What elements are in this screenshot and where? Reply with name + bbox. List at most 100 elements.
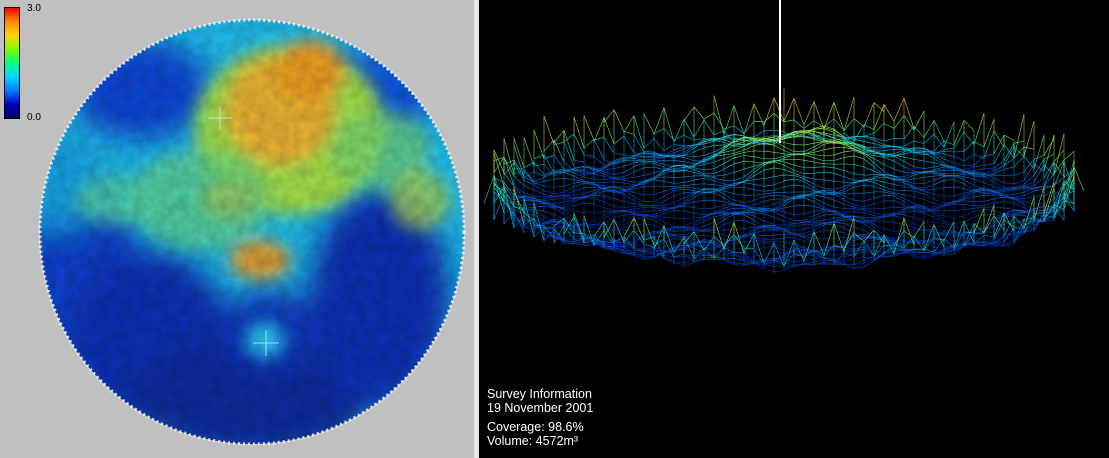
mesh-line <box>633 115 645 149</box>
mesh-line <box>573 166 585 169</box>
mesh-line <box>733 203 745 206</box>
mesh-line <box>723 197 735 205</box>
mesh-line <box>1003 158 1015 167</box>
mesh-line <box>633 152 645 157</box>
mesh-line <box>703 112 715 120</box>
mesh-line <box>543 172 555 178</box>
mesh-line <box>613 181 625 184</box>
mesh-line <box>683 253 695 262</box>
mesh-line <box>773 194 785 197</box>
mesh-line <box>533 163 545 167</box>
mesh-line <box>963 170 975 172</box>
mesh-line <box>733 155 745 159</box>
mesh-line <box>833 132 845 139</box>
mesh-line <box>793 243 805 248</box>
mesh-line <box>773 208 785 213</box>
mesh-line <box>553 226 565 229</box>
mesh-line <box>943 203 955 207</box>
mesh-line <box>823 191 835 195</box>
mesh-line <box>843 176 855 181</box>
mesh-line <box>793 220 805 222</box>
mesh-line <box>1013 197 1025 202</box>
mesh-line <box>963 223 975 247</box>
mesh-line <box>603 245 615 248</box>
mesh-line <box>773 202 785 210</box>
mesh-line <box>973 189 985 191</box>
mesh-line <box>673 170 685 173</box>
mesh-line <box>693 178 705 181</box>
mesh-line <box>683 232 695 235</box>
mesh-line <box>913 150 925 153</box>
mesh-line <box>553 202 565 204</box>
mesh-line <box>603 117 615 145</box>
mesh-line <box>743 200 755 203</box>
mesh-line <box>493 157 505 173</box>
mesh-line <box>833 213 845 217</box>
mesh-line <box>693 244 705 246</box>
mesh-line <box>923 207 935 214</box>
mesh-line <box>693 187 705 190</box>
mesh-line <box>773 237 785 240</box>
mesh-line <box>853 146 865 150</box>
mesh-line <box>903 218 915 225</box>
mesh-line <box>503 211 515 225</box>
mesh-line <box>653 238 665 244</box>
mesh-line <box>923 212 935 218</box>
mesh-line <box>973 227 985 231</box>
mesh-line <box>1023 196 1035 229</box>
mesh-line <box>953 221 965 224</box>
mesh-line <box>953 245 965 255</box>
mesh-line <box>903 147 915 153</box>
mesh-line <box>913 151 925 154</box>
mesh-line <box>953 156 965 161</box>
mesh-line <box>743 262 755 266</box>
mesh-line <box>713 174 725 177</box>
mesh-line <box>893 160 905 167</box>
mesh-line <box>863 166 875 172</box>
mesh-line <box>763 184 775 187</box>
mesh-line <box>603 210 615 213</box>
mesh-line <box>803 249 815 254</box>
mesh-line <box>933 175 945 177</box>
mesh-line <box>883 164 895 170</box>
mesh-line <box>913 253 925 257</box>
mesh-line <box>773 242 785 267</box>
mesh-line <box>813 137 825 141</box>
mesh-line <box>643 162 655 164</box>
mesh-line <box>603 164 615 166</box>
mesh-line <box>823 259 835 262</box>
mesh-line <box>993 134 1005 155</box>
mesh-line <box>593 167 605 173</box>
mesh-line <box>613 248 625 253</box>
mesh-line <box>873 139 885 145</box>
mesh-line <box>833 219 845 223</box>
mesh-line <box>563 235 575 238</box>
mesh-line <box>663 244 675 248</box>
mesh-line <box>653 170 665 173</box>
mesh-line <box>903 140 915 147</box>
mesh-line <box>573 237 585 240</box>
mesh-line <box>573 216 585 244</box>
mesh-line <box>893 154 905 158</box>
mesh-line <box>753 248 765 265</box>
mesh-line <box>813 237 825 240</box>
mesh-line <box>913 207 925 210</box>
mesh-line <box>683 151 695 156</box>
mesh-line <box>563 242 575 245</box>
mesh-line <box>803 194 815 198</box>
mesh-line <box>873 253 885 261</box>
mesh-line <box>743 160 755 163</box>
mesh-line <box>553 221 565 225</box>
mesh-line <box>713 112 725 130</box>
mesh-line <box>823 196 835 201</box>
mesh-line <box>963 120 975 131</box>
mesh-line <box>823 262 835 265</box>
mesh-line <box>843 182 855 190</box>
mesh-line <box>633 216 645 221</box>
mesh-line <box>863 219 875 228</box>
mesh-line <box>823 189 835 192</box>
mesh-line <box>643 257 655 260</box>
mesh-line <box>993 144 1005 164</box>
mesh-line <box>823 229 835 231</box>
